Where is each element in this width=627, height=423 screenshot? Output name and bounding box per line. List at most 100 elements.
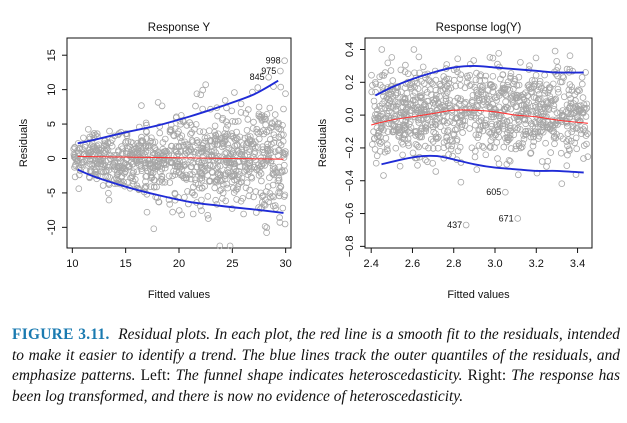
data-point [574, 113, 581, 121]
data-point [456, 112, 463, 119]
data-point [529, 108, 536, 115]
data-point [261, 201, 269, 209]
data-point [172, 143, 180, 150]
data-point [567, 110, 574, 118]
data-point [513, 113, 521, 121]
data-point [446, 96, 453, 104]
data-point [538, 158, 546, 165]
data-point [441, 77, 449, 84]
data-point [404, 139, 412, 147]
data-point [175, 207, 183, 214]
data-point [482, 116, 490, 124]
data-point [429, 80, 436, 87]
data-point [86, 167, 94, 174]
data-point [266, 194, 274, 201]
data-point [540, 123, 547, 130]
data-point [233, 128, 240, 136]
data-point [193, 139, 201, 147]
data-point [222, 197, 230, 205]
data-point [498, 88, 506, 96]
data-point [471, 121, 479, 129]
y-tick-label: −0.6 [344, 203, 356, 225]
data-point [456, 143, 464, 151]
data-point [253, 125, 261, 133]
data-point [442, 95, 450, 102]
data-point [401, 121, 409, 129]
x-tick-label: 2.6 [405, 258, 420, 270]
data-point [106, 127, 113, 135]
data-point [488, 120, 496, 128]
data-point [198, 184, 206, 192]
y-tick-label: 5 [46, 121, 58, 127]
data-point [531, 77, 539, 84]
data-point [419, 63, 427, 71]
data-point [401, 95, 408, 103]
data-point [170, 132, 178, 140]
data-point [543, 103, 551, 111]
data-point [153, 156, 161, 164]
data-point [546, 121, 554, 129]
data-point [507, 127, 515, 135]
data-point [99, 182, 107, 189]
data-point [223, 181, 231, 188]
data-point [71, 152, 79, 159]
data-point [450, 131, 458, 139]
data-point [146, 161, 154, 168]
data-point [214, 112, 221, 120]
data-point [212, 196, 220, 204]
data-point [547, 125, 554, 133]
figure-caption: FIGURE 3.11. Residual plots. In each plo… [12, 325, 620, 407]
data-point [387, 120, 395, 128]
data-point [505, 157, 513, 164]
data-point [274, 120, 282, 128]
data-point [473, 86, 480, 94]
data-point [408, 80, 416, 87]
data-point [507, 105, 515, 113]
data-point [237, 163, 244, 171]
data-point [133, 144, 140, 152]
data-point [440, 73, 448, 80]
data-point [171, 190, 179, 198]
data-point [181, 194, 188, 201]
data-point [175, 143, 183, 151]
data-point [495, 160, 503, 168]
data-point [431, 98, 439, 105]
data-point [244, 116, 252, 123]
data-point [473, 69, 480, 77]
data-point [531, 125, 539, 132]
data-point [215, 157, 222, 164]
data-point [202, 81, 210, 88]
data-point [92, 158, 100, 165]
data-point [205, 215, 212, 222]
data-point [133, 182, 141, 190]
data-point [372, 159, 380, 167]
data-point [572, 107, 580, 114]
data-point [550, 106, 558, 113]
data-point [416, 92, 424, 100]
data-point [512, 142, 520, 150]
data-point [411, 96, 419, 103]
data-point [489, 54, 497, 62]
data-point [479, 83, 487, 90]
data-point [178, 211, 186, 219]
data-point [534, 86, 542, 94]
data-point [403, 90, 411, 97]
data-point [143, 208, 151, 216]
outlier-point [462, 221, 470, 229]
data-point [387, 67, 395, 74]
data-point [246, 146, 254, 153]
data-point [578, 74, 586, 81]
data-point [219, 116, 226, 124]
data-point [560, 93, 568, 101]
x-tick-label: 3.2 [529, 258, 544, 270]
data-point [276, 214, 283, 221]
x-axis: 10 15 20 25 30 [66, 248, 292, 270]
data-point [110, 162, 117, 169]
scatter-points [70, 81, 289, 250]
data-point [132, 148, 139, 156]
data-point [194, 146, 201, 154]
data-point [436, 81, 443, 88]
data-point [278, 168, 286, 176]
data-point [248, 137, 256, 145]
data-point [510, 85, 517, 93]
